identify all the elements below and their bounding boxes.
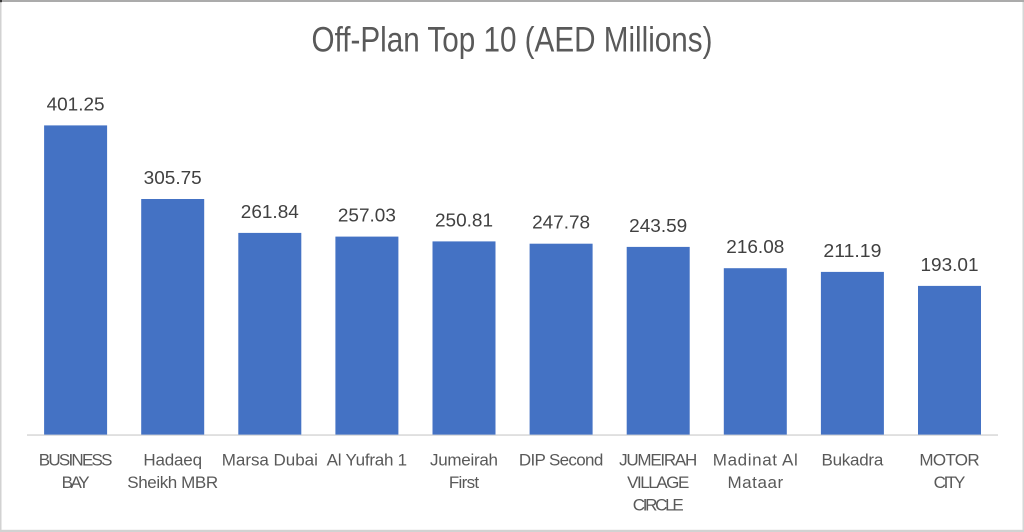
svg-text:Hadaeq: Hadaeq (143, 451, 202, 470)
svg-text:Off-Plan Top 10 (AED Millions): Off-Plan Top 10 (AED Millions) (312, 20, 713, 60)
svg-text:Jumeirah: Jumeirah (430, 451, 498, 470)
svg-text:Bukadra: Bukadra (822, 451, 884, 470)
svg-text:193.01: 193.01 (921, 255, 979, 275)
svg-text:Marsa Dubai: Marsa Dubai (222, 451, 318, 470)
svg-text:DIP Second: DIP Second (519, 451, 603, 470)
svg-text:401.25: 401.25 (47, 94, 105, 114)
svg-text:261.84: 261.84 (241, 202, 299, 222)
svg-text:CIRCLE: CIRCLE (633, 496, 684, 515)
svg-text:CITY: CITY (934, 473, 966, 492)
svg-text:257.03: 257.03 (338, 206, 396, 226)
svg-text:VILLAGE: VILLAGE (627, 473, 689, 492)
svg-text:BAY: BAY (62, 473, 90, 492)
svg-text:BUSINESS: BUSINESS (39, 451, 113, 470)
svg-text:JUMEIRAH: JUMEIRAH (619, 451, 697, 470)
svg-text:Madinat Al: Madinat Al (713, 451, 798, 470)
svg-text:Al Yufrah 1: Al Yufrah 1 (327, 451, 408, 470)
svg-text:216.08: 216.08 (726, 237, 784, 257)
svg-text:Sheikh MBR: Sheikh MBR (127, 473, 218, 492)
svg-text:250.81: 250.81 (435, 210, 493, 230)
svg-text:247.78: 247.78 (532, 213, 590, 233)
svg-text:305.75: 305.75 (144, 168, 202, 188)
svg-text:Mataar: Mataar (727, 473, 783, 492)
svg-text:First: First (449, 473, 480, 492)
svg-text:243.59: 243.59 (629, 216, 687, 236)
svg-text:211.19: 211.19 (823, 241, 881, 261)
svg-text:MOTOR: MOTOR (919, 451, 979, 470)
